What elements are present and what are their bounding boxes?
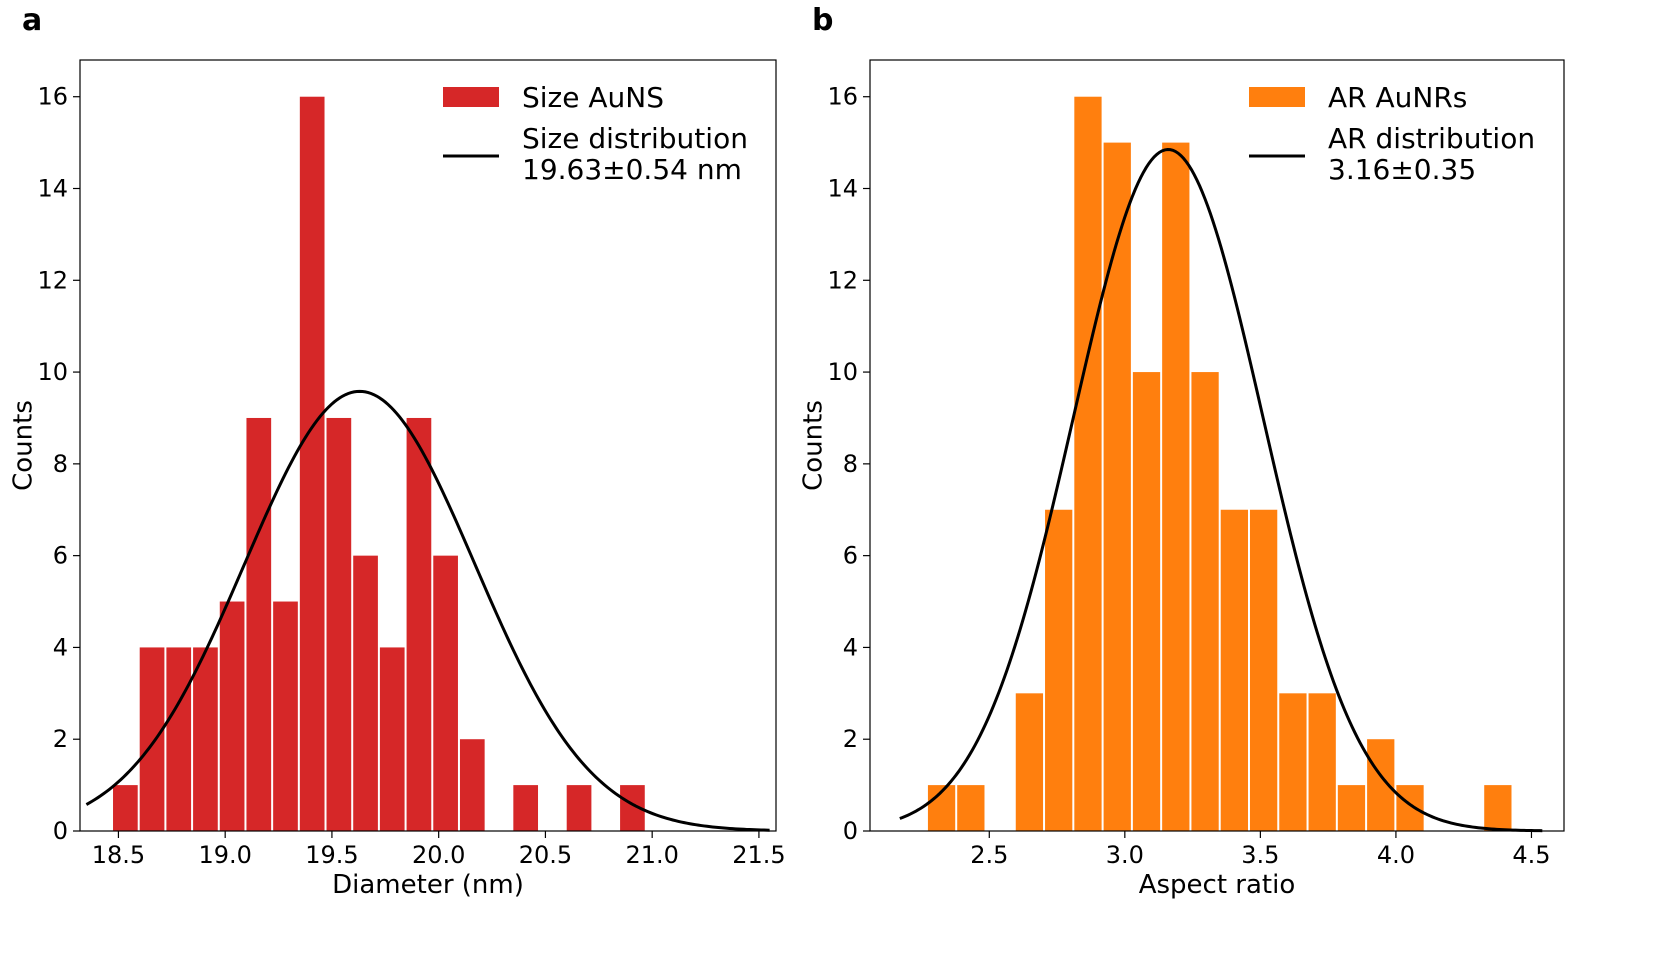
- bar-a-15: [513, 785, 539, 831]
- x-tick-label-b-2: 3.5: [1241, 841, 1279, 869]
- bar-b-9: [1191, 372, 1219, 831]
- x-tick-label-a-6: 21.5: [732, 841, 785, 869]
- x-tick-label-a-4: 20.5: [519, 841, 572, 869]
- legend-label-line-a-0: Size distribution: [522, 122, 748, 155]
- bar-b-3: [1015, 693, 1044, 831]
- bar-a-1: [139, 647, 165, 831]
- bar-b-1: [957, 785, 985, 831]
- bar-a-17: [566, 785, 592, 831]
- y-tick-label-a-4: 8: [53, 450, 68, 478]
- y-tick-label-b-6: 12: [827, 266, 858, 294]
- y-tick-label-a-1: 2: [53, 725, 68, 753]
- bar-a-12: [433, 555, 458, 831]
- y-axis-label-b: Counts: [799, 400, 829, 491]
- fit-curve-b: [899, 148, 1543, 833]
- y-axis-a: 0 2 4 6 8 10 12 14 16: [37, 83, 80, 845]
- y-tick-label-a-3: 6: [53, 542, 68, 570]
- bar-b-8: [1162, 142, 1190, 831]
- y-axis-b: 0 2 4 6 8 10 12 14 16: [827, 83, 870, 845]
- x-tick-label-b-3: 4.0: [1377, 841, 1415, 869]
- y-tick-label-b-5: 10: [827, 358, 858, 386]
- legend-swatch-bar-a: [443, 87, 499, 107]
- bar-a-3: [193, 647, 218, 831]
- legend-label-line-b-1: 3.16±0.35: [1328, 153, 1476, 186]
- x-tick-label-b-0: 2.5: [970, 841, 1008, 869]
- bar-a-6: [273, 601, 298, 831]
- bar-b-12: [1279, 693, 1307, 831]
- legend-label-line-a-1: 19.63±0.54 nm: [522, 153, 742, 186]
- x-axis-b: 2.5 3.0 3.5 4.0 4.5: [970, 831, 1551, 869]
- bar-a-4: [219, 601, 245, 831]
- y-tick-label-a-0: 0: [53, 817, 68, 845]
- bar-a-2: [166, 647, 192, 831]
- x-axis-label-a: Diameter (nm): [332, 870, 524, 900]
- bar-a-10: [379, 647, 405, 831]
- y-tick-label-b-0: 0: [843, 817, 858, 845]
- y-tick-label-b-1: 2: [843, 725, 858, 753]
- panel-a: a 18.5 19.0 19.5 20.0 20.5 21.0 21.5 0 2 4 6 8 10 12…: [9, 3, 786, 900]
- x-tick-label-b-1: 3.0: [1106, 841, 1144, 869]
- bar-b-14: [1337, 785, 1366, 831]
- x-tick-label-a-0: 18.5: [92, 841, 145, 869]
- y-tick-label-b-3: 6: [843, 542, 858, 570]
- bars-b: [927, 96, 1512, 831]
- y-tick-label-b-7: 14: [827, 175, 858, 203]
- bar-a-0: [113, 785, 138, 831]
- y-tick-label-a-2: 4: [53, 633, 68, 661]
- x-tick-label-a-5: 21.0: [625, 841, 678, 869]
- plot-frame-b: [869, 59, 1565, 832]
- bars-a: [113, 96, 645, 831]
- x-tick-label-a-3: 20.0: [412, 841, 465, 869]
- y-tick-label-b-2: 4: [843, 633, 858, 661]
- bar-b-16: [1396, 785, 1424, 831]
- y-tick-label-b-4: 8: [843, 450, 858, 478]
- bar-a-13: [459, 739, 485, 831]
- bar-b-7: [1132, 372, 1161, 831]
- bar-b-11: [1249, 509, 1278, 831]
- bar-b-19: [1484, 785, 1512, 831]
- fit-curve-a: [85, 389, 770, 832]
- panel-label-b: b: [812, 3, 833, 38]
- bar-b-5: [1074, 96, 1102, 831]
- panel-b: b 2.5 3.0 3.5 4.0 4.5 0 2 4 6 8 10 12 14 16 Aspect r…: [799, 3, 1565, 900]
- y-tick-label-a-8: 16: [37, 83, 68, 111]
- x-tick-label-b-4: 4.5: [1512, 841, 1550, 869]
- x-axis-label-b: Aspect ratio: [1139, 870, 1296, 900]
- y-tick-label-a-6: 12: [37, 266, 68, 294]
- legend-label-line-b-0: AR distribution: [1328, 122, 1535, 155]
- bar-a-8: [326, 417, 352, 831]
- y-tick-label-b-8: 16: [827, 83, 858, 111]
- plot-frame-a: [79, 59, 777, 832]
- bar-b-4: [1045, 509, 1073, 831]
- legend-swatch-bar-b: [1249, 87, 1305, 107]
- bar-a-11: [406, 417, 432, 831]
- bar-b-10: [1220, 509, 1248, 831]
- legend-label-bar-a: Size AuNS: [522, 81, 664, 114]
- legend-label-bar-b: AR AuNRs: [1328, 81, 1467, 114]
- bar-a-7: [299, 96, 325, 831]
- y-axis-label-a: Counts: [9, 400, 39, 491]
- x-axis-a: 18.5 19.0 19.5 20.0 20.5 21.0 21.5: [92, 831, 786, 869]
- bar-b-13: [1308, 693, 1336, 831]
- y-tick-label-a-5: 10: [37, 358, 68, 386]
- panel-label-a: a: [22, 3, 42, 38]
- x-tick-label-a-2: 19.5: [305, 841, 358, 869]
- y-tick-label-a-7: 14: [37, 175, 68, 203]
- x-tick-label-a-1: 19.0: [198, 841, 251, 869]
- bar-b-6: [1103, 142, 1131, 831]
- bar-a-5: [246, 417, 272, 831]
- bar-a-9: [353, 555, 378, 831]
